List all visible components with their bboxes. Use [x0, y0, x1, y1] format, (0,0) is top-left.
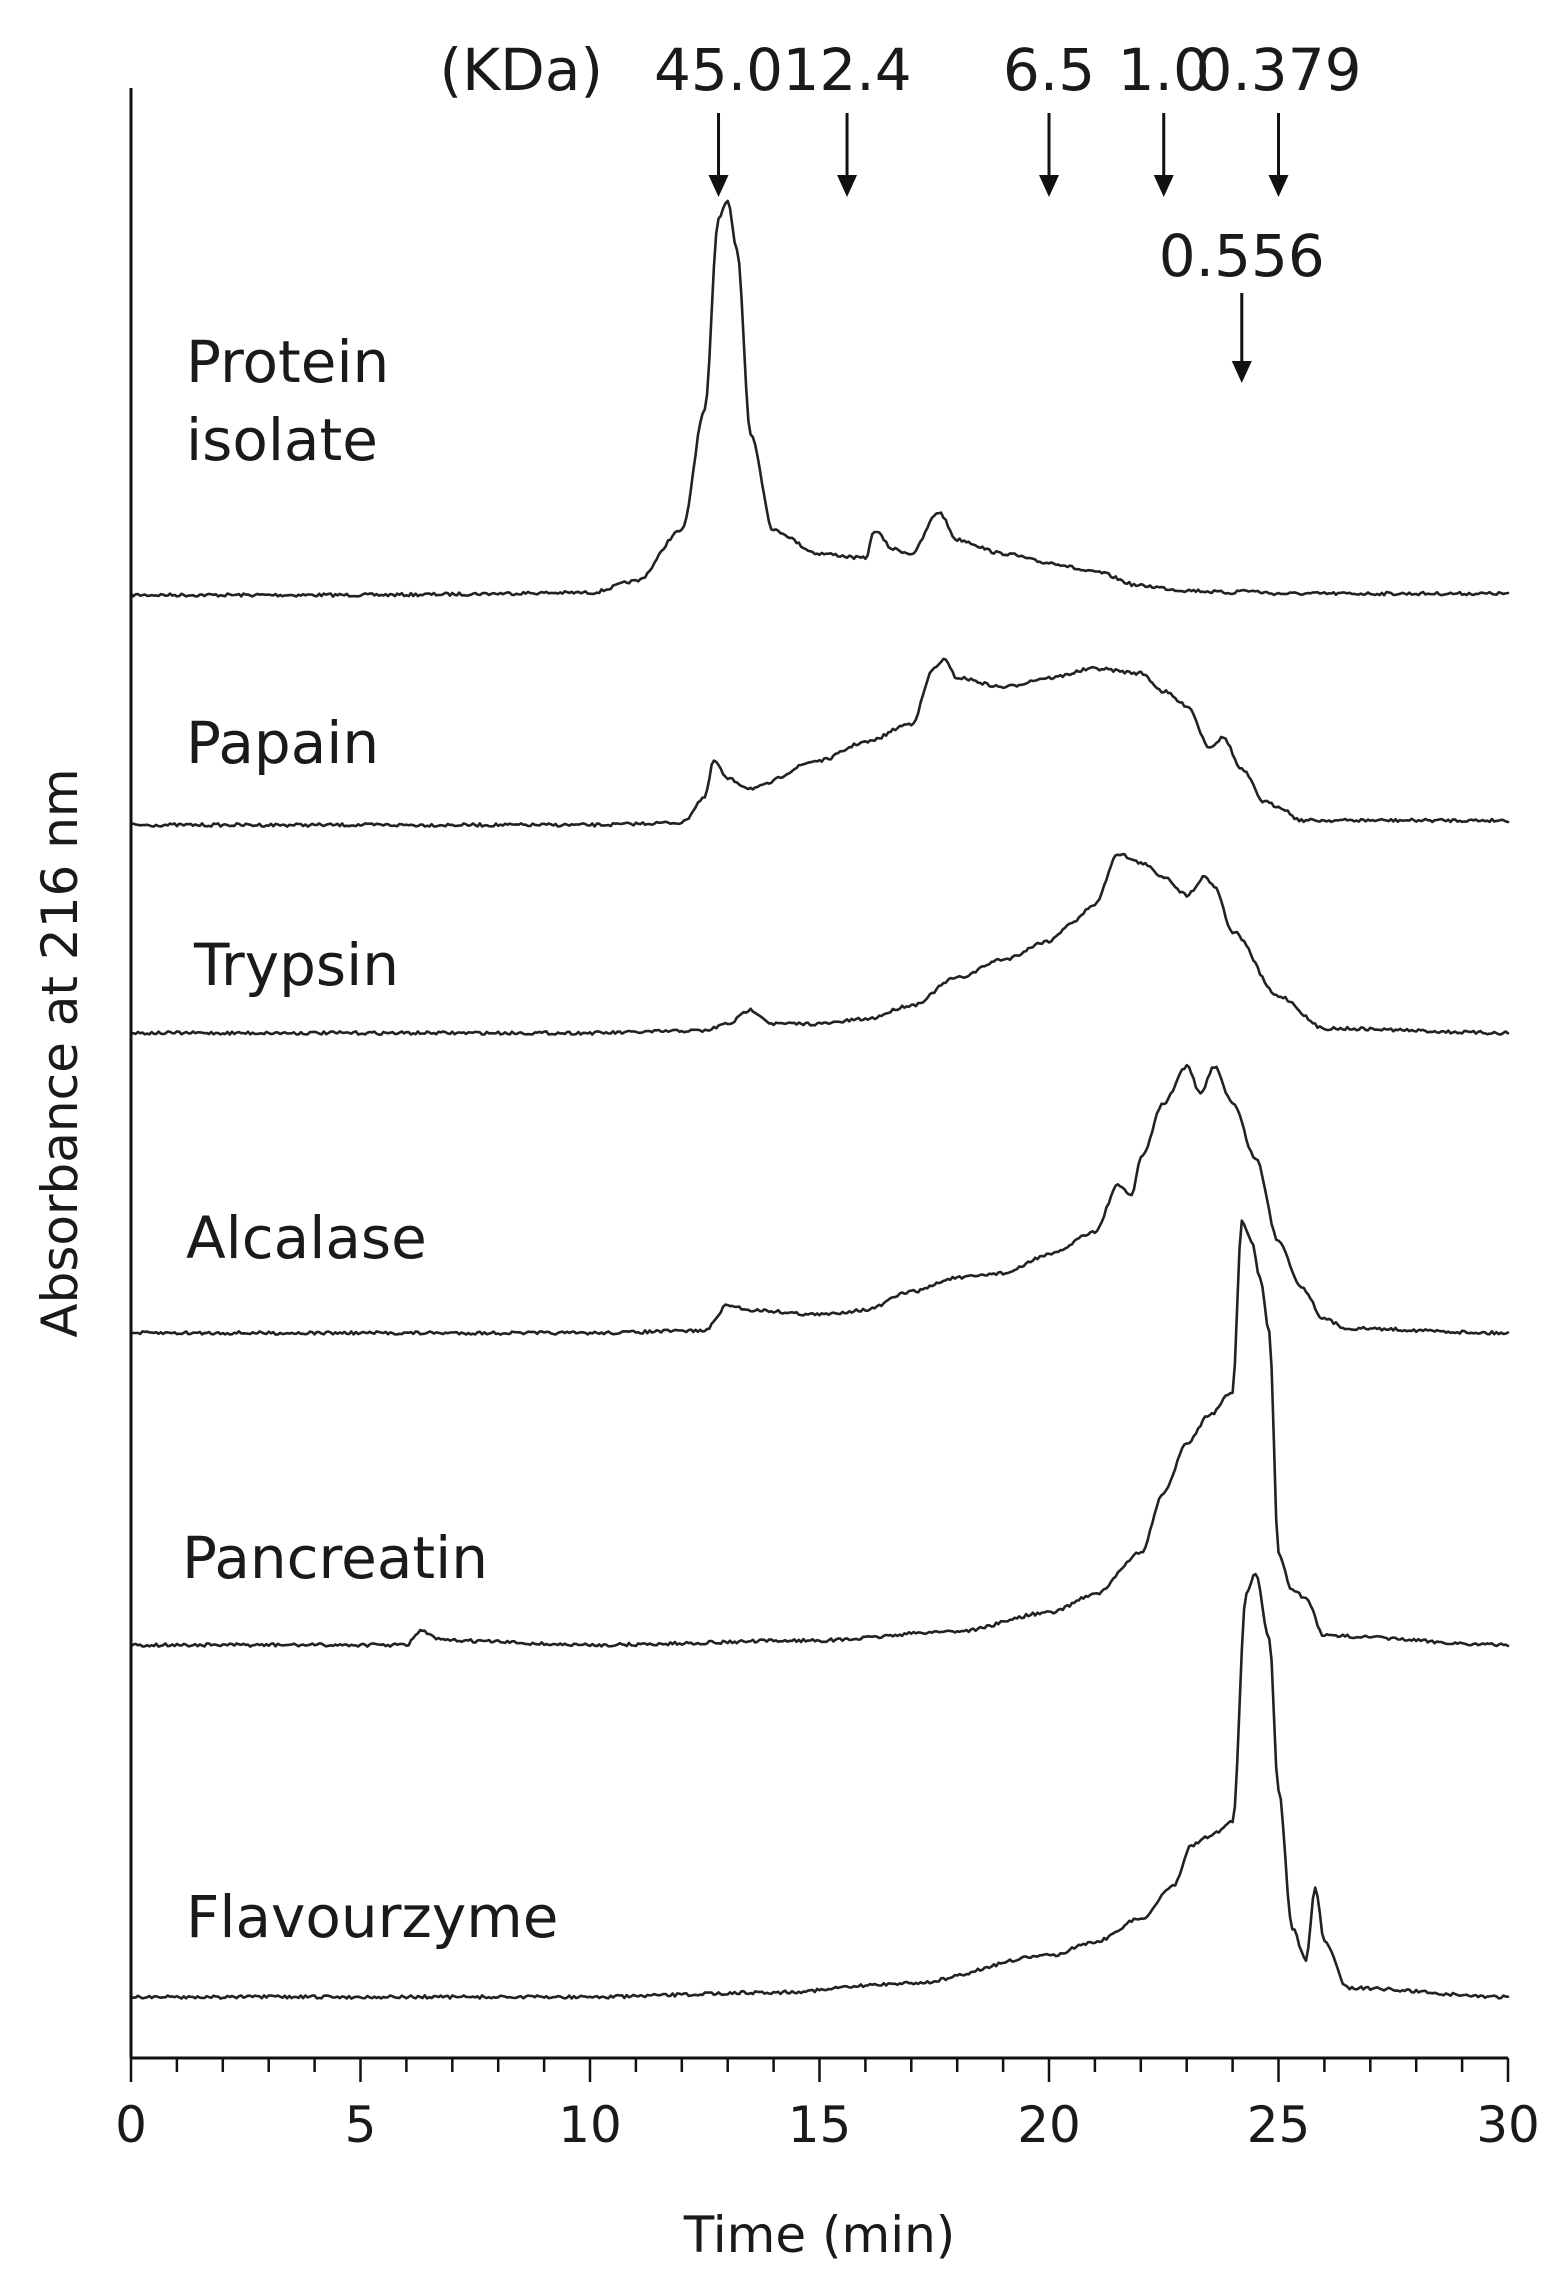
- series-label: isolate: [186, 406, 378, 474]
- marker-arrowhead: [1231, 361, 1252, 383]
- series-label: Flavourzyme: [186, 1883, 558, 1951]
- series-label: Trypsin: [193, 931, 399, 999]
- marker-arrowhead: [1153, 175, 1174, 197]
- series-label: Alcalase: [186, 1204, 427, 1272]
- marker-label: 0.556: [1159, 222, 1325, 290]
- x-tick-label: 25: [1247, 2096, 1311, 2154]
- marker-arrowhead: [1268, 175, 1289, 197]
- series-line: [129, 1063, 1510, 1336]
- series-line: [129, 1219, 1510, 1648]
- x-tick-label: 15: [788, 2096, 852, 2154]
- marker-unit-label: (KDa): [440, 36, 604, 104]
- molecular-weight-marker-group: (KDa) 45.0 12.4 6.5 1.00.379 0.556: [440, 36, 1362, 383]
- series-label: Papain: [186, 709, 379, 777]
- marker-arrowhead: [1039, 175, 1059, 197]
- series-line: [129, 1572, 1510, 2000]
- marker-label: 0.379: [1195, 36, 1361, 104]
- series-line: [129, 657, 1510, 828]
- x-tick-label: 30: [1476, 2096, 1540, 2154]
- marker-label: 6.5: [1003, 36, 1095, 104]
- x-tick-label: 20: [1017, 2096, 1081, 2154]
- series-label: Protein: [186, 328, 389, 396]
- series-label-group: Protein isolate Papain Trypsin Alcalase Pancr…: [182, 328, 558, 1951]
- y-axis-title: Absorbance at 216 nm: [31, 768, 89, 1337]
- x-tick-label: 5: [345, 2096, 377, 2154]
- series-line: [129, 199, 1510, 598]
- series-line: [129, 852, 1510, 1036]
- marker-label: 45.0: [654, 36, 783, 104]
- marker-arrowhead: [708, 175, 729, 197]
- trace-group: [129, 199, 1510, 2000]
- marker-label: 12.4: [782, 36, 911, 104]
- x-tick-label: 10: [558, 2096, 622, 2154]
- marker-label: 1.0: [1118, 36, 1210, 104]
- series-label: Pancreatin: [182, 1524, 488, 1592]
- marker-arrowhead: [837, 175, 858, 197]
- x-axis-title: Time (min): [683, 2206, 956, 2264]
- x-tick-label: 0: [115, 2096, 147, 2154]
- x-tick-group: 0 5 10 15 20 25 30: [115, 2058, 1540, 2154]
